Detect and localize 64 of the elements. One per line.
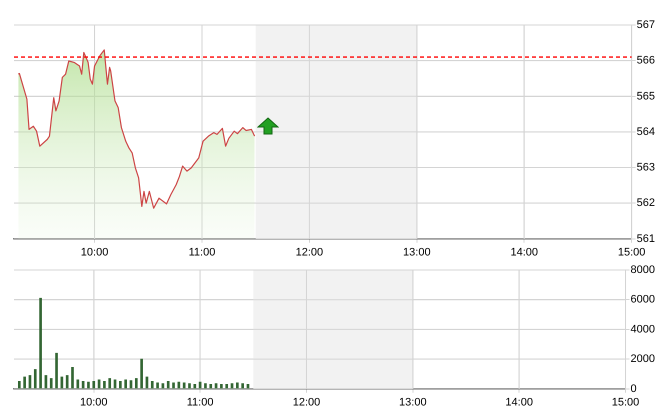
bar bbox=[182, 382, 186, 389]
bar bbox=[92, 381, 96, 389]
x-tick-label: 10:00 bbox=[80, 246, 108, 258]
bar bbox=[108, 378, 112, 389]
y-tick-label: 0 bbox=[630, 382, 637, 395]
bar bbox=[146, 376, 148, 389]
bar bbox=[214, 383, 218, 389]
bar bbox=[114, 380, 116, 389]
y-tick-label: 6000 bbox=[630, 294, 656, 306]
x-tick-label: 10:00 bbox=[80, 396, 108, 408]
bar bbox=[55, 352, 58, 389]
y-tick-label: 562 bbox=[636, 197, 656, 210]
bar bbox=[76, 380, 80, 389]
bar bbox=[204, 383, 207, 389]
y-tick-label: 567 bbox=[636, 19, 656, 32]
y-tick-label: 8000 bbox=[630, 264, 656, 276]
bar bbox=[71, 366, 74, 389]
bar bbox=[50, 378, 53, 389]
bar bbox=[44, 375, 48, 389]
bar bbox=[66, 375, 69, 389]
bar bbox=[39, 298, 42, 389]
bar bbox=[156, 382, 159, 389]
y-tick-label: 561 bbox=[636, 232, 656, 245]
bar bbox=[193, 384, 196, 389]
bar bbox=[166, 381, 170, 389]
bar bbox=[220, 384, 223, 389]
y-tick-label: 566 bbox=[636, 54, 656, 67]
y-tick-label: 2000 bbox=[630, 353, 656, 366]
x-tick-label: 14:00 bbox=[510, 246, 538, 258]
bar bbox=[134, 378, 138, 389]
bar bbox=[188, 383, 191, 389]
x-tick-label: 12:00 bbox=[292, 396, 320, 408]
x-tick-label: 12:00 bbox=[296, 246, 324, 258]
bar bbox=[119, 381, 122, 389]
bar bbox=[18, 381, 21, 389]
bar bbox=[60, 376, 64, 389]
x-tick-label: 14:00 bbox=[505, 396, 533, 408]
x-tick-label: 11:00 bbox=[188, 246, 216, 258]
bar bbox=[225, 384, 228, 389]
y-tick-label: 564 bbox=[636, 126, 656, 138]
bar bbox=[209, 384, 212, 389]
bar bbox=[34, 369, 37, 389]
bar bbox=[103, 381, 106, 389]
bar bbox=[140, 358, 143, 389]
x-tick-label: 13:00 bbox=[399, 396, 427, 408]
bar bbox=[98, 380, 100, 389]
x-tick-label: 15:00 bbox=[618, 246, 646, 258]
y-tick-label: 563 bbox=[636, 162, 656, 174]
bar bbox=[150, 381, 154, 389]
bar bbox=[23, 376, 26, 389]
bar bbox=[246, 384, 250, 389]
x-tick-label: 13:00 bbox=[403, 246, 431, 258]
x-tick-label: 15:00 bbox=[612, 396, 640, 408]
bar bbox=[172, 382, 175, 389]
bar bbox=[230, 383, 234, 389]
bar bbox=[82, 381, 84, 389]
bar bbox=[124, 380, 127, 389]
x-tick-label: 11:00 bbox=[186, 396, 214, 408]
y-tick-label: 4000 bbox=[630, 323, 656, 336]
y-tick-label: 565 bbox=[636, 90, 656, 102]
bar bbox=[236, 382, 239, 389]
bar bbox=[28, 375, 32, 389]
bar bbox=[87, 382, 90, 389]
bar bbox=[130, 380, 132, 389]
